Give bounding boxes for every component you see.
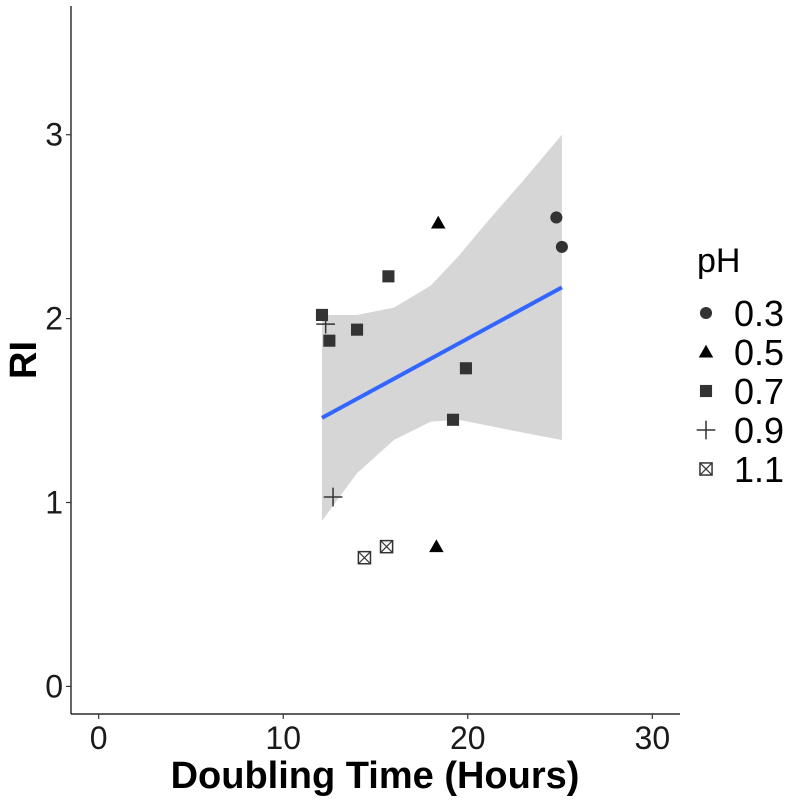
legend-key-0_5 — [698, 344, 714, 358]
data-point-ph-0_7-3 — [323, 334, 336, 347]
data-point-ph-0_7-3-shape — [323, 334, 336, 347]
legend-key-1_1-box — [699, 462, 713, 476]
data-point-ph-0_3-1 — [550, 211, 563, 224]
x-tick-label: 30 — [635, 720, 671, 756]
data-point-ph-0_7-1-shape — [382, 270, 395, 283]
confidence-band — [321, 134, 562, 521]
legend-key-0_5-shape — [698, 344, 714, 358]
data-point-ph-0_7-6-shape — [446, 413, 460, 426]
legend-label-0_3: 0.3 — [734, 293, 784, 334]
y-axis-title: RI — [3, 341, 45, 379]
legend-label-1_1: 1.1 — [734, 449, 784, 490]
x-tick-label: 10 — [265, 720, 301, 756]
data-point-ph-0_9-1 — [316, 314, 336, 334]
data-point-ph-0_7-1 — [382, 270, 395, 283]
legend-key-0_3 — [699, 306, 713, 320]
regression-line-layer — [321, 285, 563, 420]
legend-key-1_1 — [699, 462, 713, 476]
x-tick-label: 0 — [90, 720, 108, 756]
legend-label-0_9: 0.9 — [734, 410, 784, 451]
legend-label-0_7: 0.7 — [734, 371, 784, 412]
axes — [70, 6, 680, 715]
legend-label-0_5: 0.5 — [734, 332, 784, 373]
y-tick-label: 0 — [45, 668, 63, 704]
data-point-ph-0_7-4 — [350, 323, 364, 336]
legend-key-0_9-shape — [696, 420, 716, 440]
y-tick-label: 1 — [45, 485, 63, 521]
legend-title: pH — [697, 242, 740, 280]
data-point-ph-0_7-5-shape — [459, 362, 472, 375]
data-point-ph-0_7-4-shape — [350, 323, 364, 336]
y-tick-label: 2 — [45, 301, 63, 337]
data-point-ph-0_7-5 — [459, 362, 472, 375]
confidence-band-layer — [321, 134, 562, 521]
data-point-ph-0_3-1-shape — [550, 211, 563, 224]
legend-key-0_7 — [699, 384, 713, 398]
data-point-ph-0_5-2-shape — [429, 539, 444, 553]
legend: pH 0.30.50.70.91.1 — [696, 242, 784, 490]
legend-key-0_7-shape — [699, 384, 713, 398]
data-point-ph-0_9-2 — [323, 487, 343, 507]
data-point-ph-0_3-2 — [555, 240, 568, 253]
y-tick-label: 3 — [45, 117, 63, 153]
data-point-ph-0_5-2 — [429, 539, 444, 553]
data-point-ph-1_1-2-box — [379, 539, 394, 554]
x-axis-title: Doubling Time (Hours) — [171, 755, 580, 797]
data-point-ph-0_9-2-shape — [323, 487, 343, 507]
data-points-layer — [315, 211, 568, 565]
data-point-ph-1_1-1-cross — [357, 551, 371, 565]
legend-key-1_1-cross — [699, 462, 713, 476]
legend-key-0_9 — [696, 420, 716, 440]
data-point-ph-0_5-1 — [430, 215, 446, 229]
data-point-ph-0_7-6 — [446, 413, 460, 426]
data-point-ph-0_5-1-shape — [430, 215, 446, 229]
data-point-ph-0_9-1-shape — [316, 314, 336, 334]
legend-key-0_3-shape — [699, 306, 713, 320]
data-point-ph-1_1-1 — [357, 550, 372, 565]
tick-layer: 0 10 20 30 0 1 2 3 — [45, 117, 670, 756]
data-point-ph-1_1-1-box — [357, 550, 372, 565]
data-point-ph-1_1-2-cross — [380, 540, 394, 554]
x-tick-label: 20 — [450, 720, 486, 756]
regression-line — [321, 285, 563, 420]
data-point-ph-1_1-2 — [379, 539, 394, 554]
data-point-ph-0_3-2-shape — [555, 240, 568, 253]
